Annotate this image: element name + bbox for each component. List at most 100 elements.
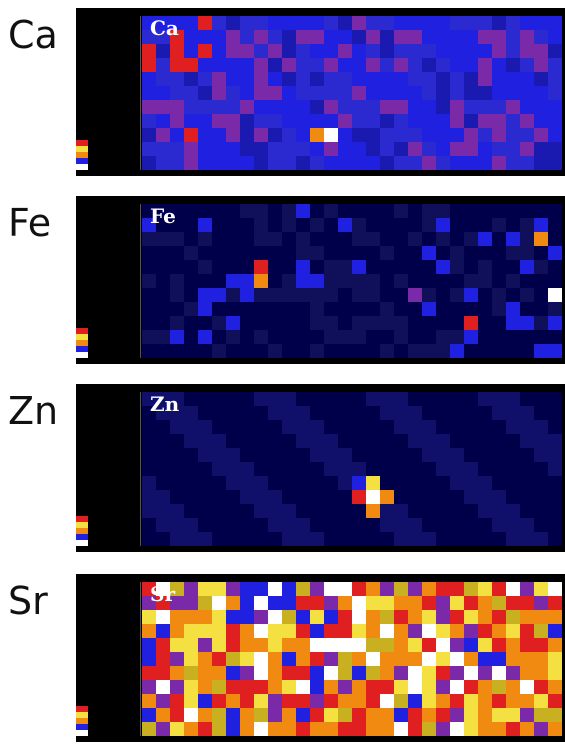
heatmap-svg (140, 392, 562, 546)
map-pixel (254, 44, 268, 58)
map-pixel (156, 624, 170, 638)
map-pixel (170, 232, 184, 246)
map-pixel (534, 610, 548, 624)
map-pixel (240, 462, 254, 476)
map-pixel (212, 16, 226, 30)
map-pixel (464, 72, 478, 86)
map-pixel (324, 288, 338, 302)
map-pixel (282, 694, 296, 708)
map-pixel (296, 246, 310, 260)
map-pixel (380, 100, 394, 114)
map-pixel (226, 722, 240, 736)
map-pixel (422, 302, 436, 316)
map-pixel (142, 344, 156, 358)
map-pixel (534, 114, 548, 128)
map-pixel (464, 344, 478, 358)
map-pixel (282, 344, 296, 358)
map-pixel (296, 344, 310, 358)
map-pixel (198, 232, 212, 246)
map-pixel (324, 330, 338, 344)
map-pixel (506, 232, 520, 246)
map-pixel (226, 288, 240, 302)
map-pixel (170, 652, 184, 666)
map-pixel (534, 434, 548, 448)
map-pixel (492, 142, 506, 156)
map-pixel (324, 392, 338, 406)
map-pixel (338, 100, 352, 114)
map-pixel (534, 72, 548, 86)
map-pixel (352, 204, 366, 218)
map-pixel (338, 476, 352, 490)
map-pixel (268, 392, 282, 406)
map-pixel (184, 204, 198, 218)
map-pixel (408, 260, 422, 274)
map-pixel (492, 344, 506, 358)
map-pixel (198, 344, 212, 358)
map-pixel (352, 330, 366, 344)
map-pixel (296, 392, 310, 406)
map-pixel (226, 204, 240, 218)
map-pixel (492, 666, 506, 680)
map-pixel (492, 156, 506, 170)
hotspot-pixel (254, 260, 268, 274)
map-pixel (338, 232, 352, 246)
map-pixel (170, 204, 184, 218)
map-pixel (198, 204, 212, 218)
map-pixel (282, 462, 296, 476)
map-pixel (310, 406, 324, 420)
map-pixel (240, 246, 254, 260)
map-pixel (198, 610, 212, 624)
map-pixel (394, 652, 408, 666)
map-pixel (156, 128, 170, 142)
map-pixel (268, 722, 282, 736)
map-pixel (156, 302, 170, 316)
map-pixel (268, 582, 282, 596)
map-pixel (142, 288, 156, 302)
map-pixel (310, 316, 324, 330)
map-pixel (338, 596, 352, 610)
map-pixel (324, 666, 338, 680)
colorbar (76, 328, 88, 358)
map-pixel (352, 30, 366, 44)
map-pixel (408, 302, 422, 316)
map-pixel (478, 156, 492, 170)
map-pixel (240, 666, 254, 680)
map-pixel (366, 16, 380, 30)
map-pixel (142, 232, 156, 246)
map-pixel (310, 232, 324, 246)
map-pixel (268, 532, 282, 546)
map-pixel (366, 274, 380, 288)
map-pixel (422, 448, 436, 462)
map-pixel (212, 114, 226, 128)
map-pixel (268, 476, 282, 490)
map-pixel (534, 316, 548, 330)
map-pixel (534, 504, 548, 518)
map-pixel (534, 652, 548, 666)
map-pixel (478, 518, 492, 532)
map-pixel (436, 420, 450, 434)
map-pixel (492, 128, 506, 142)
map-pixel (380, 302, 394, 316)
map-pixel (240, 156, 254, 170)
map-pixel (492, 86, 506, 100)
map-pixel (142, 218, 156, 232)
map-pixel (240, 434, 254, 448)
map-pixel (408, 406, 422, 420)
map-pixel (310, 156, 324, 170)
map-pixel (338, 86, 352, 100)
map-pixel (548, 232, 562, 246)
map-pixel (282, 288, 296, 302)
map-pixel (380, 246, 394, 260)
map-pixel (534, 448, 548, 462)
map-pixel (506, 462, 520, 476)
map-pixel (156, 30, 170, 44)
map-pixel (380, 274, 394, 288)
elemental-map: Ca (76, 8, 565, 176)
map-pixel (170, 30, 184, 44)
map-pixel (548, 128, 562, 142)
hotspot-pixel (464, 316, 478, 330)
map-pixel (478, 652, 492, 666)
map-pixel (184, 330, 198, 344)
map-title: Zn (150, 392, 180, 416)
map-pixel (296, 204, 310, 218)
